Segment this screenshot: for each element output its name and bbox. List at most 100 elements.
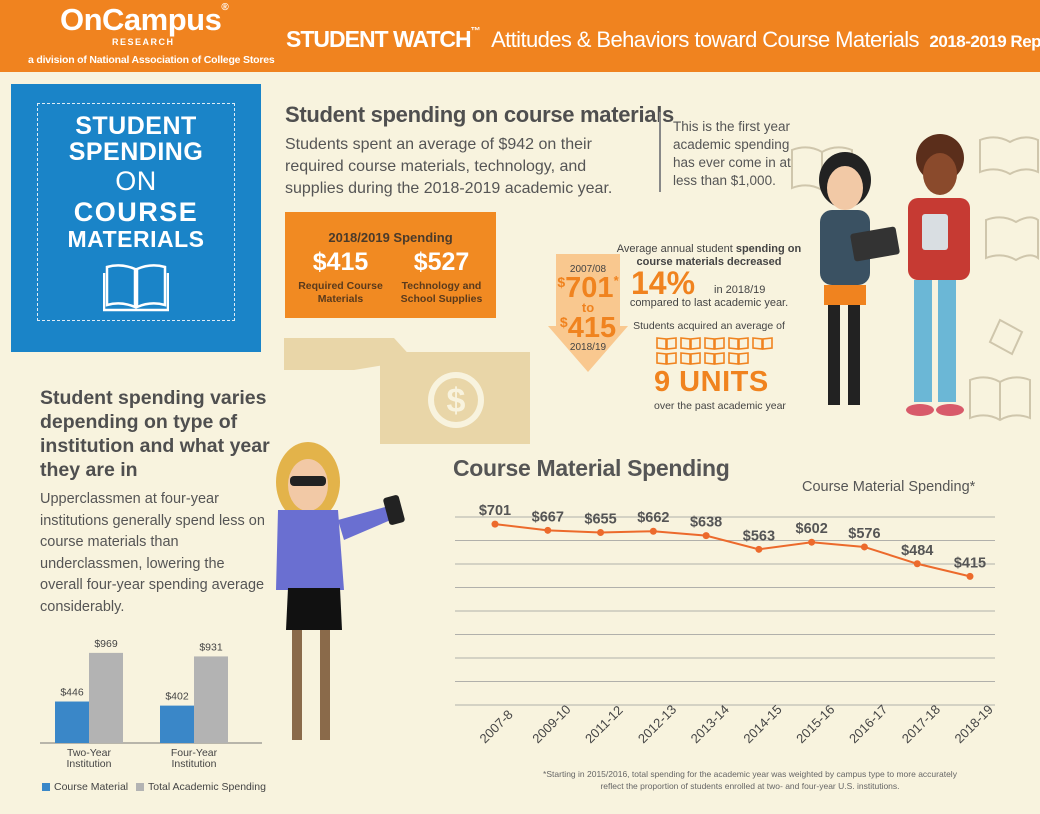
header-subtitle: Attitudes & Behaviors toward Course Mate… — [491, 27, 919, 52]
bar-value-label: $446 — [60, 687, 84, 699]
data-point — [649, 527, 657, 535]
unit-book-icon — [656, 352, 677, 365]
note-divider — [659, 112, 661, 192]
bar — [89, 652, 123, 743]
line-chart: $701 $667 $655 $662 $638 $563 $602 $576 $484 $415… — [455, 503, 996, 746]
unit-book-icon — [704, 337, 725, 350]
bar — [55, 701, 89, 743]
decrease-percent: 14% — [631, 265, 696, 301]
data-point — [702, 532, 710, 540]
arrow-to-word: to — [581, 300, 595, 315]
unit-book-icon — [680, 352, 701, 365]
x-tick-label: 2013-14 — [688, 702, 732, 746]
unit-book-icon — [704, 352, 725, 365]
unit-book-icon — [752, 337, 773, 350]
decrease-text: Average annual student spending on cours… — [616, 243, 802, 268]
section1-title: Student spending on course materials — [285, 102, 674, 127]
data-point — [913, 560, 921, 568]
bar-value-label: $969 — [94, 638, 118, 650]
logo-tagline: a division of National Association of Co… — [28, 54, 275, 66]
x-tick-label: 2007-8 — [477, 707, 516, 746]
data-label: $662 — [637, 510, 669, 526]
units-count: 9 UNITS — [654, 366, 769, 398]
spending-box: 2018/2019 Spending $415 Required Course … — [285, 212, 496, 318]
data-point — [491, 520, 499, 528]
decrease-year: in 2018/19 — [714, 284, 766, 296]
hero-line: MATERIALS — [67, 226, 205, 252]
data-label: $602 — [796, 521, 828, 537]
legend-swatch-total — [136, 783, 144, 791]
course-spending-value: $415 — [312, 248, 369, 276]
data-point — [755, 545, 763, 553]
svg-text:$: $ — [447, 382, 466, 420]
data-label: $563 — [743, 528, 775, 544]
report-year: 2018-2019 Report — [929, 32, 1040, 51]
arrow-from-value: $701* — [557, 272, 619, 304]
compared-text: compared to last academic year. — [629, 297, 789, 309]
money-hand-illustration: $ — [284, 338, 530, 444]
x-tick-label: 2009-10 — [529, 702, 573, 746]
bar — [160, 705, 194, 743]
bar-category-label: Institution — [172, 758, 217, 770]
data-point — [544, 526, 552, 534]
hero-line: COURSE — [73, 197, 199, 227]
line-chart-title: Course Material Spending — [453, 455, 730, 481]
tech-spending-value: $527 — [413, 248, 470, 276]
arrow-to-year: 2018/19 — [569, 342, 607, 353]
data-point — [966, 572, 974, 580]
course-spending-label: Required Course Materials — [298, 280, 383, 305]
legend-swatch-course — [42, 783, 50, 791]
data-label: $701 — [479, 503, 511, 519]
spending-line — [494, 523, 971, 578]
data-point — [597, 529, 605, 537]
header-title: STUDENT WATCH™ Attitudes & Behaviors tow… — [286, 26, 1040, 53]
spending-box-title: 2018/2019 Spending — [328, 230, 453, 245]
bar-chart: $446$969Two-YearInstitution$402$931Four-… — [40, 638, 262, 770]
section2-title: Student spending varies depending on typ… — [40, 387, 270, 481]
x-tick-label: 2012-13 — [635, 702, 679, 746]
decrease-arrow — [548, 254, 628, 372]
bar-category-label: Institution — [67, 758, 112, 770]
data-point — [860, 543, 868, 551]
acquired-text: Students acquired an average of — [633, 320, 785, 332]
section2-body: Upperclassmen at four-year institutions … — [40, 491, 265, 615]
data-label: $638 — [690, 515, 722, 531]
unit-book-icon — [728, 337, 749, 350]
x-tick-label: 2011-12 — [582, 702, 626, 746]
arrow-to-value: $415 — [559, 312, 617, 344]
data-label: $667 — [532, 509, 564, 525]
header-bar — [0, 0, 1040, 72]
open-book-icon — [103, 264, 169, 312]
data-label: $576 — [848, 526, 880, 542]
unit-book-icon — [728, 352, 749, 365]
bar-category-label: Four-Year — [171, 747, 218, 759]
bar — [194, 656, 228, 743]
legend-course-material: Course Material — [42, 781, 128, 793]
unit-book-icon — [680, 337, 701, 350]
units-period: over the past academic year — [654, 400, 786, 412]
hero-line: ON — [115, 166, 157, 196]
course-spending: $415 Required Course Materials — [288, 248, 393, 306]
units-book-icons — [656, 337, 773, 365]
oncampus-logo: OnCampus® — [60, 2, 229, 37]
data-label: $484 — [901, 543, 933, 559]
x-tick-label: 2018-19 — [952, 702, 996, 746]
hero-dashed-frame: STUDENT SPENDING ON COURSE MATERIALS — [37, 103, 235, 321]
hero-line: STUDENT — [75, 112, 197, 140]
data-label: $655 — [584, 512, 616, 528]
first-year-note: This is the first year academic spending… — [673, 119, 791, 188]
legend-total-spending: Total Academic Spending — [136, 781, 266, 793]
bar-category-label: Two-Year — [67, 747, 111, 759]
data-label: $415 — [954, 555, 986, 571]
unit-book-icon — [656, 337, 677, 350]
tech-spending-label: Technology and School Supplies — [400, 280, 483, 305]
section1-body: Students spent an average of $942 on the… — [285, 136, 613, 197]
x-tick-label: 2015-16 — [793, 702, 837, 746]
x-tick-label: 2014-15 — [740, 702, 784, 746]
students-illustration — [791, 134, 1039, 422]
hero-line: SPENDING — [68, 138, 204, 166]
logo-research: RESEARCH — [112, 37, 175, 47]
bar-value-label: $931 — [199, 641, 223, 653]
bar-value-label: $402 — [165, 691, 189, 703]
hero-block: STUDENT SPENDING ON COURSE MATERIALS — [11, 84, 261, 352]
